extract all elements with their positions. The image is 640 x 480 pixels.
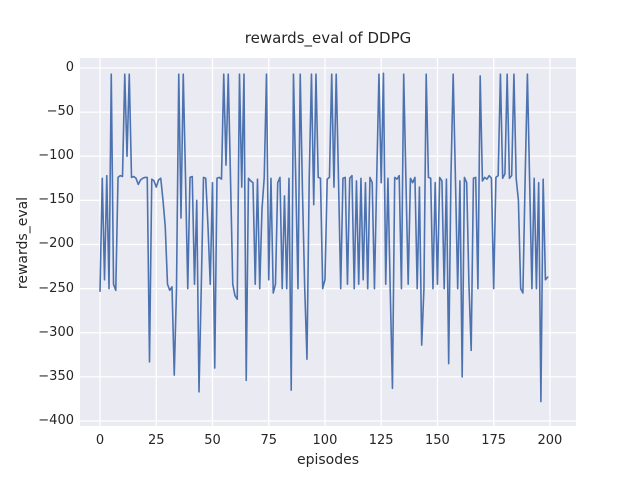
x-tick-label: 125 (368, 433, 394, 448)
x-tick-label: 200 (537, 433, 563, 448)
plot-svg (80, 58, 576, 426)
y-tick-label: −100 (38, 148, 74, 164)
x-tick-label: 25 (147, 433, 165, 448)
y-tick-label: −400 (38, 412, 74, 428)
y-tick-label: −50 (46, 104, 74, 120)
chart-title: rewards_eval of DDPG (244, 29, 412, 47)
x-axis-label: episodes (296, 452, 360, 468)
x-tick-label: 100 (312, 433, 338, 448)
plot-area (80, 58, 576, 426)
x-tick-label: 75 (260, 433, 277, 448)
x-tick-label: 175 (481, 433, 507, 448)
y-axis-label: rewards_eval (15, 196, 31, 290)
x-tick-label: 150 (425, 433, 450, 448)
y-tick-label: −150 (38, 192, 74, 208)
y-tick-label: −250 (38, 280, 74, 296)
data-line (99, 72, 549, 403)
y-tick-label: −350 (38, 368, 74, 384)
y-tick-label: −300 (38, 324, 74, 340)
x-tick-label: 0 (95, 433, 105, 448)
y-tick-label: −200 (38, 236, 74, 252)
x-tick-label: 50 (204, 433, 221, 448)
y-tick-label: 0 (65, 59, 74, 75)
